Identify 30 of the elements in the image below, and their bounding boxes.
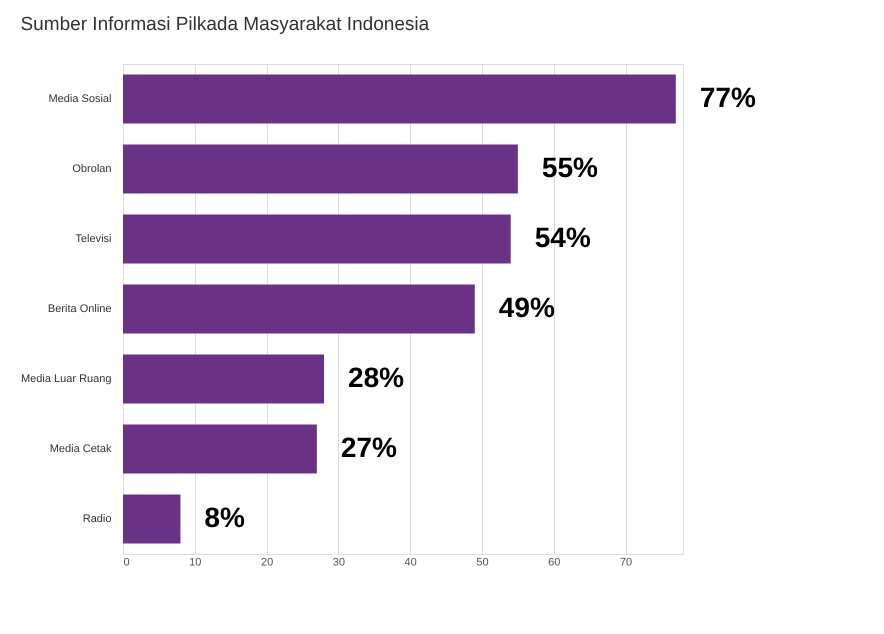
bar [123, 494, 180, 544]
x-tick-label: 0 [124, 556, 130, 568]
x-tick-label: 20 [260, 556, 274, 568]
data-label: 27% [340, 432, 397, 463]
y-tick-label: Media Luar Ruang [20, 373, 112, 385]
y-tick-label: Media Sosial [48, 93, 112, 105]
x-tick-label: 60 [548, 556, 560, 568]
data-label: 28% [348, 362, 404, 393]
bar [123, 354, 324, 404]
y-tick-label: Obrolan [72, 163, 112, 175]
data-label: 54% [534, 222, 591, 253]
y-tick-label: Media Cetak [50, 443, 112, 455]
y-tick-label: Televisi [75, 233, 112, 245]
x-tick-label: 70 [620, 556, 632, 568]
x-tick-label: 30 [332, 556, 346, 568]
data-label: 49% [498, 292, 555, 323]
bar [123, 284, 475, 334]
y-tick-label: Radio [82, 513, 112, 525]
bar [123, 144, 518, 194]
x-tick-label: 50 [476, 556, 489, 568]
x-tick-label: 40 [404, 556, 417, 568]
chart-title: Sumber Informasi Pilkada Masyarakat Indonesia [20, 14, 430, 35]
bar [123, 214, 511, 264]
data-label: 77% [700, 82, 756, 113]
y-tick-label: Berita Online [48, 303, 112, 315]
bar [123, 424, 317, 474]
x-tick-label: 10 [189, 556, 202, 568]
data-label: 55% [542, 152, 598, 183]
bar [123, 74, 676, 124]
data-label: 8% [204, 502, 246, 533]
